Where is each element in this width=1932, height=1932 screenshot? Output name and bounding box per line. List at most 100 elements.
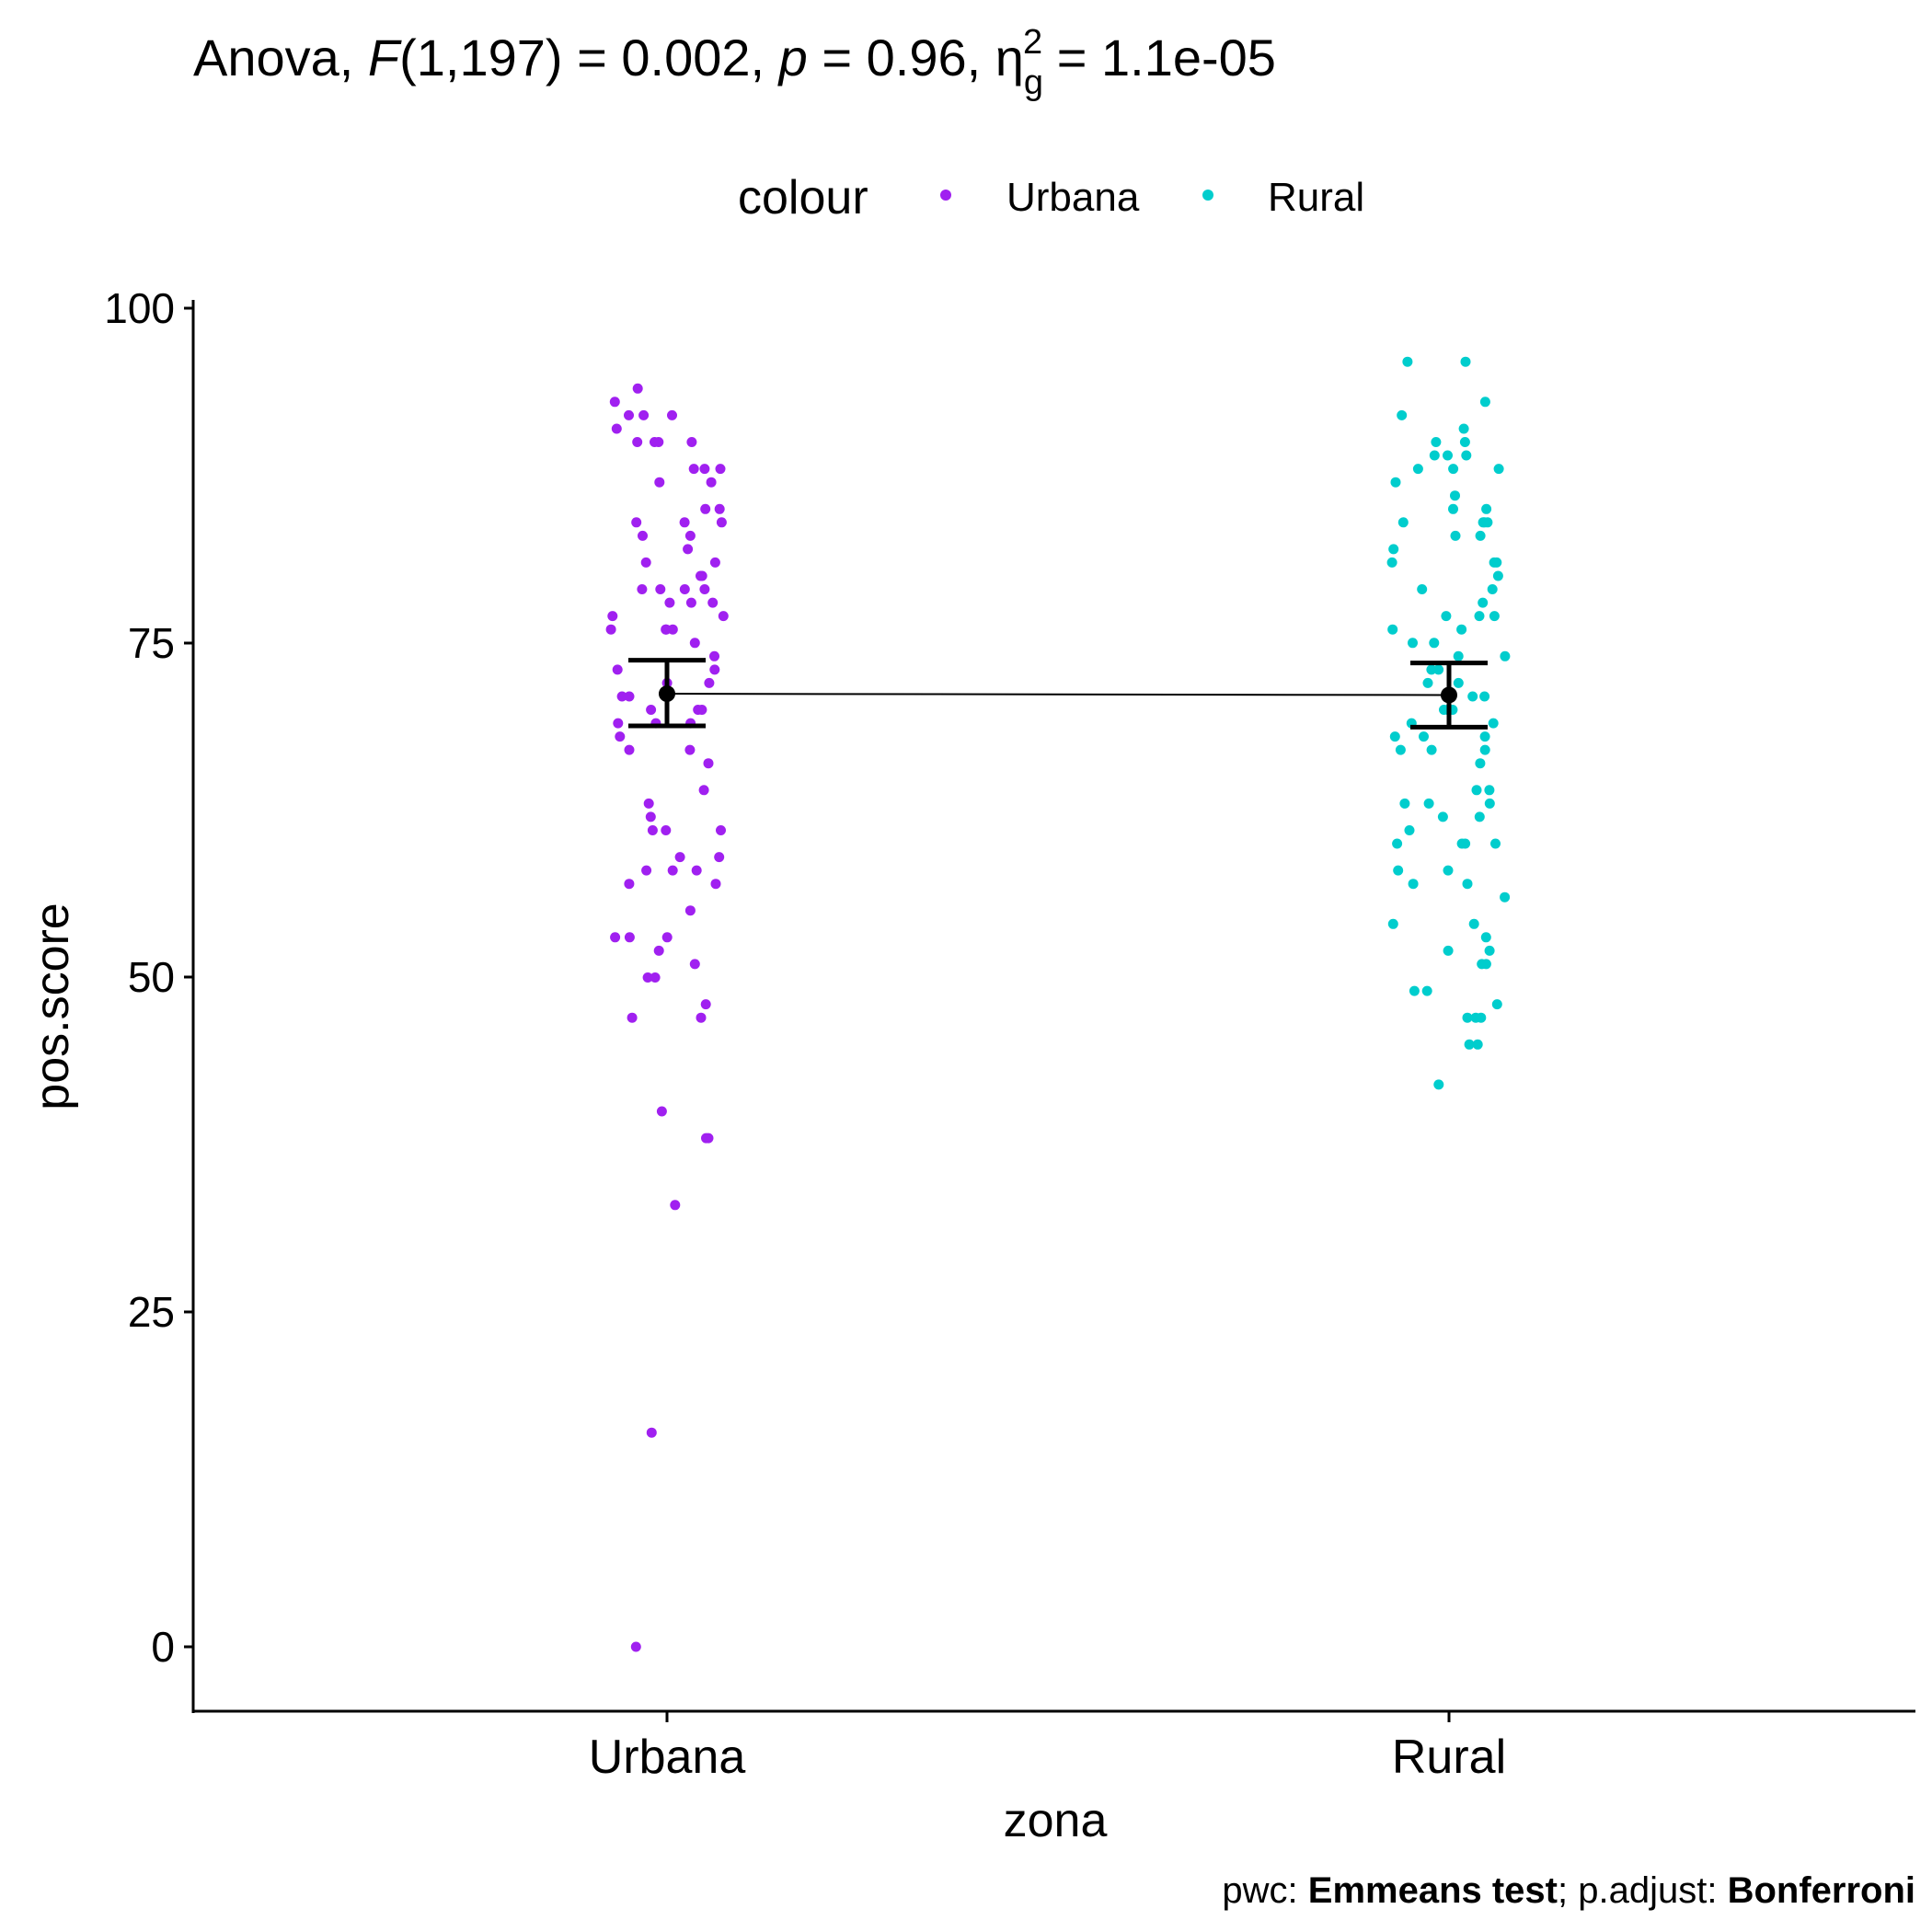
data-point-rural (1462, 1012, 1473, 1023)
data-point-rural (1484, 798, 1495, 809)
data-point-urbana (674, 852, 685, 863)
data-point-rural (1439, 705, 1449, 715)
data-point-rural (1431, 437, 1442, 447)
data-point-urbana (700, 503, 711, 514)
data-point-rural (1484, 945, 1495, 956)
data-point-rural (1443, 945, 1454, 956)
data-point-rural (1437, 811, 1448, 822)
data-point-urbana (709, 650, 719, 661)
data-point-rural (1491, 999, 1502, 1010)
data-point-rural (1402, 356, 1413, 367)
data-point-rural (1475, 758, 1486, 769)
data-point-urbana (664, 597, 675, 608)
data-point-rural (1479, 731, 1490, 742)
data-point-rural (1453, 677, 1464, 688)
data-point-urbana (661, 932, 673, 943)
legend-label-urbana: Urbana (1006, 175, 1140, 220)
data-point-urbana (704, 677, 715, 688)
data-point-rural (1467, 691, 1478, 702)
data-point-rural (1459, 437, 1470, 447)
data-point-urbana (612, 664, 623, 675)
data-point-rural (1475, 530, 1486, 541)
data-point-rural (1470, 1012, 1481, 1023)
y-tick-label: 0 (151, 1623, 175, 1671)
data-point-rural (1471, 785, 1482, 796)
data-point-rural (1388, 544, 1399, 555)
data-point-urbana (655, 584, 666, 594)
data-point-urbana (624, 744, 635, 755)
data-point-rural (1472, 1039, 1483, 1050)
data-point-urbana (637, 584, 648, 594)
data-point-urbana (670, 1200, 681, 1211)
data-point-rural (1441, 611, 1452, 622)
data-point-urbana (703, 758, 714, 769)
data-point-urbana (624, 409, 634, 420)
data-point-rural (1409, 985, 1420, 996)
data-point-urbana (607, 611, 618, 622)
data-point-urbana (689, 959, 700, 970)
data-point-urbana (716, 825, 726, 835)
data-point-urbana (646, 1427, 657, 1438)
data-point-urbana (696, 1012, 707, 1023)
data-point-rural (1390, 477, 1401, 488)
chart-title: Anova, F(1,197) = 0.002, p = 0.96, ηg2 =… (193, 23, 1276, 102)
data-point-urbana (696, 705, 707, 715)
y-tick-label: 100 (104, 284, 175, 332)
data-point-urbana (686, 437, 697, 447)
data-point-rural (1426, 664, 1437, 675)
data-point-urbana (696, 570, 707, 581)
data-point-urbana (624, 932, 635, 943)
data-point-urbana (667, 409, 677, 420)
data-point-rural (1456, 624, 1467, 635)
data-point-urbana (613, 718, 624, 729)
data-point-urbana (691, 865, 702, 876)
data-point-urbana (631, 517, 642, 528)
data-points (605, 356, 1511, 1652)
data-point-rural (1433, 664, 1444, 675)
data-point-rural (1479, 517, 1489, 528)
data-point-urbana (638, 530, 648, 541)
data-point-urbana (683, 544, 694, 555)
data-point-rural (1399, 798, 1410, 809)
data-point-rural (1408, 638, 1418, 649)
data-point-rural (1448, 464, 1459, 475)
data-point-urbana (632, 437, 643, 447)
data-point-urbana (689, 638, 700, 649)
data-point-rural (1474, 811, 1485, 822)
data-point-rural (1478, 597, 1489, 608)
data-point-rural (1443, 450, 1453, 461)
data-point-urbana (707, 597, 719, 608)
data-point-urbana (638, 409, 650, 420)
data-point-urbana (653, 945, 664, 956)
data-point-urbana (647, 825, 658, 835)
x-tick-label: Urbana (589, 1731, 746, 1784)
data-point-rural (1450, 490, 1460, 501)
data-point-rural (1423, 798, 1434, 809)
mean-point-rural (1441, 686, 1457, 704)
data-point-urbana (640, 557, 651, 568)
mean-point-urbana (659, 685, 675, 703)
data-point-urbana (630, 1641, 641, 1652)
summary-layer (628, 658, 1488, 730)
mean-connector-line (666, 693, 1450, 696)
data-point-rural (1389, 731, 1400, 742)
data-point-rural (1417, 584, 1428, 594)
data-point-urbana (714, 852, 725, 863)
y-axis: 0 25 50 75 100 (104, 284, 193, 1671)
legend-key-rural (1202, 190, 1213, 201)
data-point-rural (1477, 959, 1488, 970)
y-tick-label: 75 (128, 619, 175, 667)
legend: colour Urbana Rural (738, 171, 1364, 224)
data-point-urbana (679, 517, 690, 528)
data-point-urbana (641, 865, 652, 876)
data-point-rural (1429, 638, 1440, 649)
data-point-urbana (684, 744, 696, 755)
y-tick-label: 50 (128, 953, 175, 1001)
legend-title: colour (738, 171, 868, 224)
data-point-rural (1488, 718, 1499, 729)
data-point-urbana (624, 691, 635, 702)
y-axis-label: pos.score (26, 903, 79, 1110)
data-point-urbana (632, 383, 643, 394)
data-point-urbana (609, 397, 620, 408)
data-point-rural (1412, 464, 1423, 475)
